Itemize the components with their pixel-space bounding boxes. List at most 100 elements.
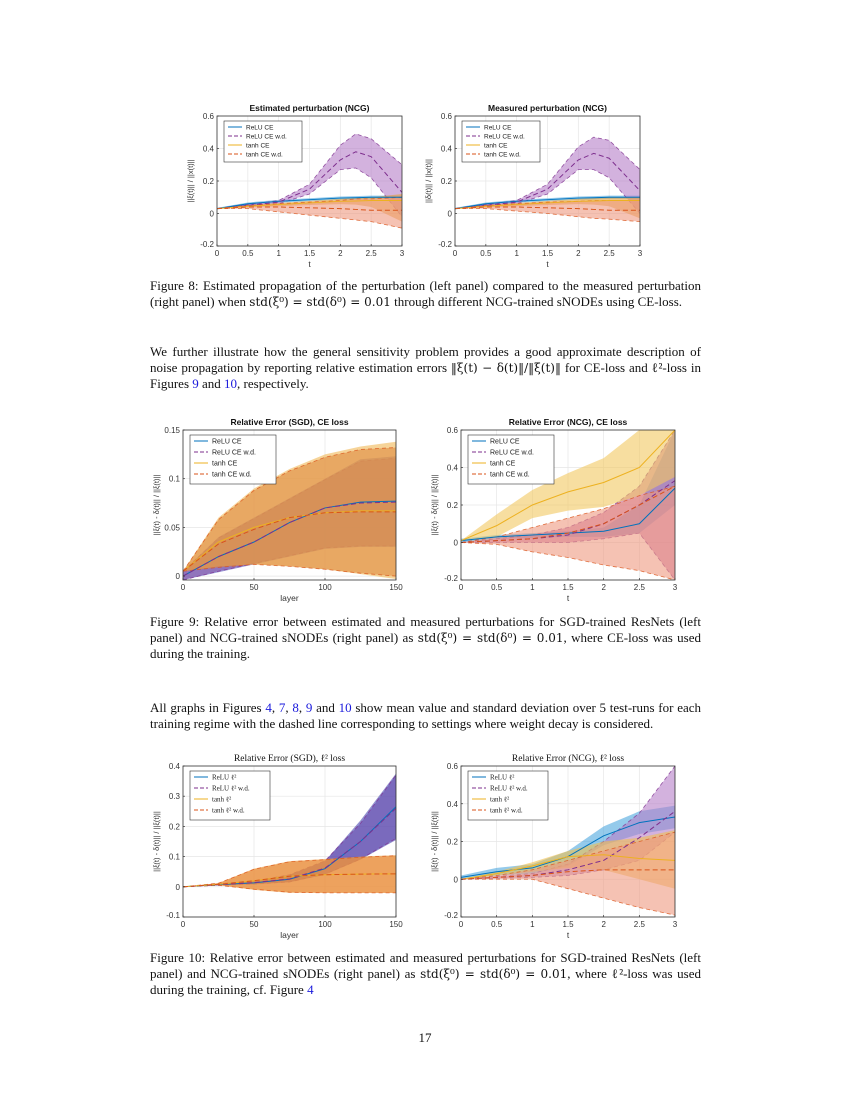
x-tick-label: 0: [181, 583, 186, 592]
y-tick-label: 0.1: [169, 475, 181, 484]
x-tick-label: 150: [389, 583, 403, 592]
mean-line-relu-ce-w-d-: [455, 152, 640, 210]
x-tick-label: 0: [181, 920, 186, 929]
legend-entry: ReLU ℓ²: [490, 774, 514, 782]
y-tick-label: 0.2: [447, 838, 459, 847]
caption-text: through different NCG-trained sNODEs usi…: [390, 293, 683, 309]
caption-text: Relative error between estimated and mea…: [150, 614, 701, 645]
x-tick-label: 0.5: [242, 249, 254, 258]
legend-entry: ReLU ℓ² w.d.: [490, 785, 528, 793]
caption-text: , where ℓ²-loss was used during the trai…: [150, 965, 701, 998]
mean-line-relu-ce-w-d-: [183, 501, 396, 577]
y-axis-label: ||ξ(t) - δ(t)|| / ||ξ(t)||: [152, 475, 161, 536]
chart-title: Relative Error (NCG), ℓ² loss: [512, 753, 624, 764]
x-tick-label: 1: [514, 249, 519, 258]
std-band-tanh-w-d-: [461, 832, 675, 916]
band-edge-lower: [183, 564, 396, 577]
y-tick-label: 0: [448, 210, 453, 219]
legend-box: [467, 770, 549, 821]
text: and: [312, 700, 339, 715]
y-tick-label: 0.05: [164, 523, 180, 532]
legend-entry: tanh CE: [490, 461, 516, 468]
legend-entry: ReLU CE: [490, 439, 520, 446]
y-tick-label: 0: [176, 883, 181, 892]
x-axis-label: t: [567, 593, 570, 603]
caption-label: Figure 10:: [150, 950, 206, 965]
y-tick-label: 0.2: [447, 501, 459, 510]
x-tick-label: 1.5: [304, 249, 316, 258]
legend-entry: tanh CE: [484, 143, 508, 150]
figure-9-link[interactable]: 9: [192, 376, 199, 391]
x-tick-label: 1: [276, 249, 281, 258]
y-tick-label: 0.6: [447, 426, 459, 435]
x-tick-label: 2: [601, 583, 606, 592]
text: ,: [285, 700, 293, 715]
caption-label: Figure 8:: [150, 278, 199, 293]
y-axis-label: ||ξ(t)|| / ||x(t)||: [186, 159, 195, 202]
figure-10-link[interactable]: 10: [338, 700, 352, 715]
chart-title: Measured perturbation (NCG): [488, 103, 607, 113]
y-tick-label: 0: [454, 539, 459, 548]
band-edge-lower: [461, 542, 675, 580]
x-tick-label: 1.5: [562, 583, 574, 592]
band-edge-lower: [217, 208, 402, 229]
x-tick-label: 2: [601, 920, 606, 929]
figure-4-link[interactable]: 4: [265, 700, 272, 715]
y-tick-label: 0.4: [441, 145, 453, 154]
mean-line-relu-ce-w-d-: [217, 151, 402, 210]
std-band-relu-: [461, 805, 675, 880]
legend-box: [461, 120, 541, 163]
paragraph-2: All graphs in Figures 4, 7, 8, 9 and 10 …: [150, 700, 701, 731]
legend: ReLU ℓ² ReLU ℓ² w.d. tanh ℓ² tanh ℓ² w.d.: [189, 770, 271, 821]
figure-9-link[interactable]: 9: [305, 700, 313, 715]
x-tick-label: 3: [400, 249, 405, 258]
y-tick-label: 0.1: [169, 853, 181, 862]
caption-math: std(ξ⁰) = std(δ⁰) = 0.01: [420, 966, 568, 981]
legend-entry: ReLU CE w.d.: [484, 134, 525, 141]
y-tick-label: 0: [454, 875, 459, 884]
legend-entry: tanh CE w.d.: [212, 472, 252, 479]
band-edge-upper: [455, 136, 640, 210]
series-group: [183, 441, 396, 580]
legend-box: [189, 770, 271, 821]
figure-8-link[interactable]: 8: [292, 700, 299, 715]
band-edge-lower: [183, 545, 396, 580]
mean-line-tanh-ce-w-d-: [455, 206, 640, 211]
y-tick-label: 0.6: [441, 112, 453, 121]
chart-title: Relative Error (NCG), CE loss: [509, 417, 628, 427]
math: ‖ξ(t) − δ(t)‖/‖ξ(t)‖: [450, 360, 561, 375]
x-tick-label: 0.5: [491, 583, 503, 592]
figure-10-link[interactable]: 10: [224, 376, 238, 391]
x-tick-label: 1.5: [562, 920, 574, 929]
series-group: [455, 136, 640, 223]
mean-line-tanh-: [461, 854, 675, 880]
text: , respectively.: [237, 376, 309, 391]
y-tick-label: -0.2: [444, 574, 458, 583]
legend-entry: ReLU ℓ²: [212, 774, 236, 782]
x-tick-label: 100: [318, 920, 332, 929]
x-tick-label: 3: [673, 583, 678, 592]
band-edge-lower: [455, 208, 640, 223]
caption-math: std(ξ⁰) = std(δ⁰) = 0.01: [249, 294, 391, 309]
x-tick-label: 1: [530, 583, 535, 592]
x-tick-label: 0: [453, 249, 458, 258]
band-edge-lower: [183, 884, 396, 894]
band-edge-upper: [217, 133, 402, 210]
legend-entry: tanh CE: [212, 461, 238, 468]
figure-4-link[interactable]: 4: [307, 982, 314, 997]
band-edge-upper: [183, 447, 396, 572]
y-tick-label: 0.15: [164, 426, 180, 435]
legend-entry: tanh ℓ²: [490, 796, 509, 804]
x-tick-label: 0: [215, 249, 220, 258]
figure-7-link[interactable]: 7: [278, 700, 286, 715]
band-edge-upper: [183, 855, 396, 888]
text: All graphs in Figures: [150, 700, 266, 715]
std-band-relu-ce-w-d-: [217, 133, 402, 217]
mean-line-tanh-ce-w-d-: [217, 206, 402, 211]
paragraph-1: We further illustrate how the general se…: [150, 344, 701, 392]
y-tick-label: 0.4: [169, 762, 181, 771]
legend: ReLU CE ReLU CE w.d. tanh CE tanh CE w.d.: [461, 120, 541, 163]
